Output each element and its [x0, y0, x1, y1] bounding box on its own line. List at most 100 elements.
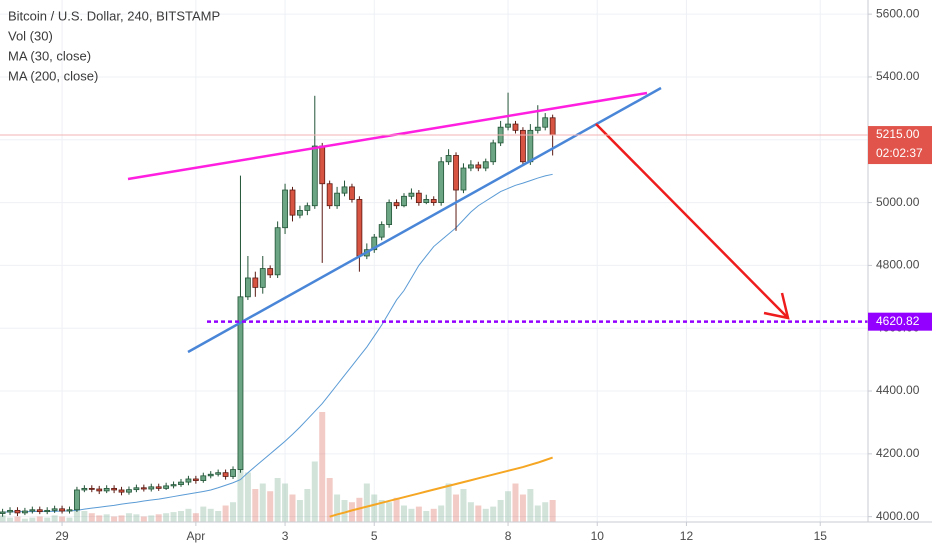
- candle-body: [378, 224, 385, 238]
- candle-body: [192, 478, 199, 481]
- volume-bar: [170, 512, 177, 522]
- candle-body: [237, 296, 244, 470]
- candle-body: [148, 486, 155, 490]
- legend-entry: Vol (30): [8, 28, 53, 43]
- legend-entry: MA (30, close): [8, 48, 91, 63]
- candle-body: [453, 155, 459, 191]
- x-tick-label: 5: [371, 529, 378, 543]
- forecast-arrow: [595, 123, 790, 320]
- candle-body: [133, 487, 140, 491]
- candle-body: [445, 155, 452, 163]
- candle-body: [371, 236, 378, 251]
- volume-bar: [274, 478, 281, 522]
- volume-bar: [237, 456, 244, 522]
- candle-body: [44, 509, 51, 513]
- candle-body: [304, 205, 311, 211]
- chart-title: Bitcoin / U.S. Dollar, 240, BITSTAMP: [8, 8, 220, 23]
- candle-body: [274, 227, 281, 276]
- candle-body: [460, 167, 467, 191]
- candle-body: [401, 195, 407, 207]
- volume-bar: [44, 517, 51, 522]
- candle-body: [207, 473, 214, 477]
- volume-bar: [0, 515, 6, 522]
- volume-bar: [497, 500, 504, 522]
- volume-bar: [51, 515, 58, 522]
- candle-body: [0, 511, 6, 514]
- volume-bar: [334, 494, 341, 522]
- volume-bar: [445, 483, 452, 522]
- candle-body: [356, 199, 363, 257]
- candle-body: [163, 485, 170, 489]
- candle-body: [29, 509, 36, 512]
- volume-bar: [393, 497, 400, 522]
- candle-body: [185, 478, 192, 483]
- volume-bar: [527, 489, 534, 522]
- volume-bar: [453, 494, 460, 522]
- candle-body: [66, 509, 73, 512]
- candle-body: [282, 189, 288, 229]
- volume-bar: [7, 517, 14, 522]
- axis: 4000.004200.004400.004600.004800.005000.…: [55, 6, 932, 543]
- volume-bar: [423, 511, 430, 522]
- volume-bar: [140, 516, 147, 522]
- volume-bar: [14, 516, 21, 522]
- volume-bar: [267, 491, 274, 522]
- candle-body: [230, 469, 236, 477]
- x-tick-label: 29: [55, 529, 69, 543]
- volume-bar: [534, 505, 541, 522]
- candle-body: [534, 126, 541, 131]
- candle-body: [386, 202, 393, 225]
- volume-bar: [326, 478, 333, 522]
- volume-bar: [36, 516, 43, 522]
- volume-bar: [163, 513, 170, 522]
- x-tick-label: 3: [282, 529, 289, 543]
- volume-bar: [311, 461, 318, 522]
- candle-body: [81, 487, 88, 491]
- candle-body: [200, 475, 207, 481]
- candle-body: [341, 186, 348, 194]
- candle-body: [393, 202, 400, 207]
- candle-body: [408, 192, 415, 197]
- candle-body: [7, 509, 13, 513]
- volume-bar: [371, 494, 378, 522]
- volume-bar: [88, 513, 95, 522]
- volume-bar: [185, 508, 192, 522]
- candle-body: [51, 508, 58, 511]
- volume-bar: [460, 489, 467, 522]
- volume-bar: [96, 515, 103, 522]
- volume-bar: [133, 514, 140, 522]
- candle-body: [475, 164, 482, 169]
- y-tick-label: 4200.00: [876, 446, 920, 460]
- candle-body: [490, 142, 497, 163]
- candle-body: [311, 145, 318, 207]
- volume-bar: [111, 516, 118, 522]
- candle-body: [88, 487, 95, 490]
- volume-layer: [0, 412, 556, 522]
- volume-bar: [430, 508, 437, 522]
- arrow-shaft: [595, 123, 789, 319]
- volume-bar: [29, 517, 36, 522]
- volume-bar: [475, 505, 482, 522]
- volume-bar: [207, 508, 214, 522]
- candle-layer: [0, 92, 556, 517]
- volume-bar: [215, 511, 222, 522]
- volume-bar: [356, 497, 363, 522]
- volume-bar: [296, 500, 303, 522]
- x-tick-label: 10: [591, 529, 605, 543]
- candle-body: [96, 488, 103, 492]
- volume-bar: [148, 515, 155, 522]
- volume-bar: [438, 505, 445, 522]
- support-trendline: [187, 86, 662, 354]
- volume-bar: [289, 494, 296, 522]
- volume-bar: [59, 516, 66, 522]
- candle-body: [512, 123, 519, 131]
- current-price-box: [868, 126, 932, 165]
- x-tick-label: Apr: [187, 529, 206, 543]
- candle-body: [289, 189, 296, 216]
- volume-bar: [408, 508, 415, 522]
- volume-bar: [482, 508, 489, 522]
- y-tick-label: 4000.00: [876, 509, 920, 523]
- volume-bar: [222, 505, 229, 522]
- candle-body: [74, 489, 80, 511]
- y-tick-label: 5400.00: [876, 69, 920, 83]
